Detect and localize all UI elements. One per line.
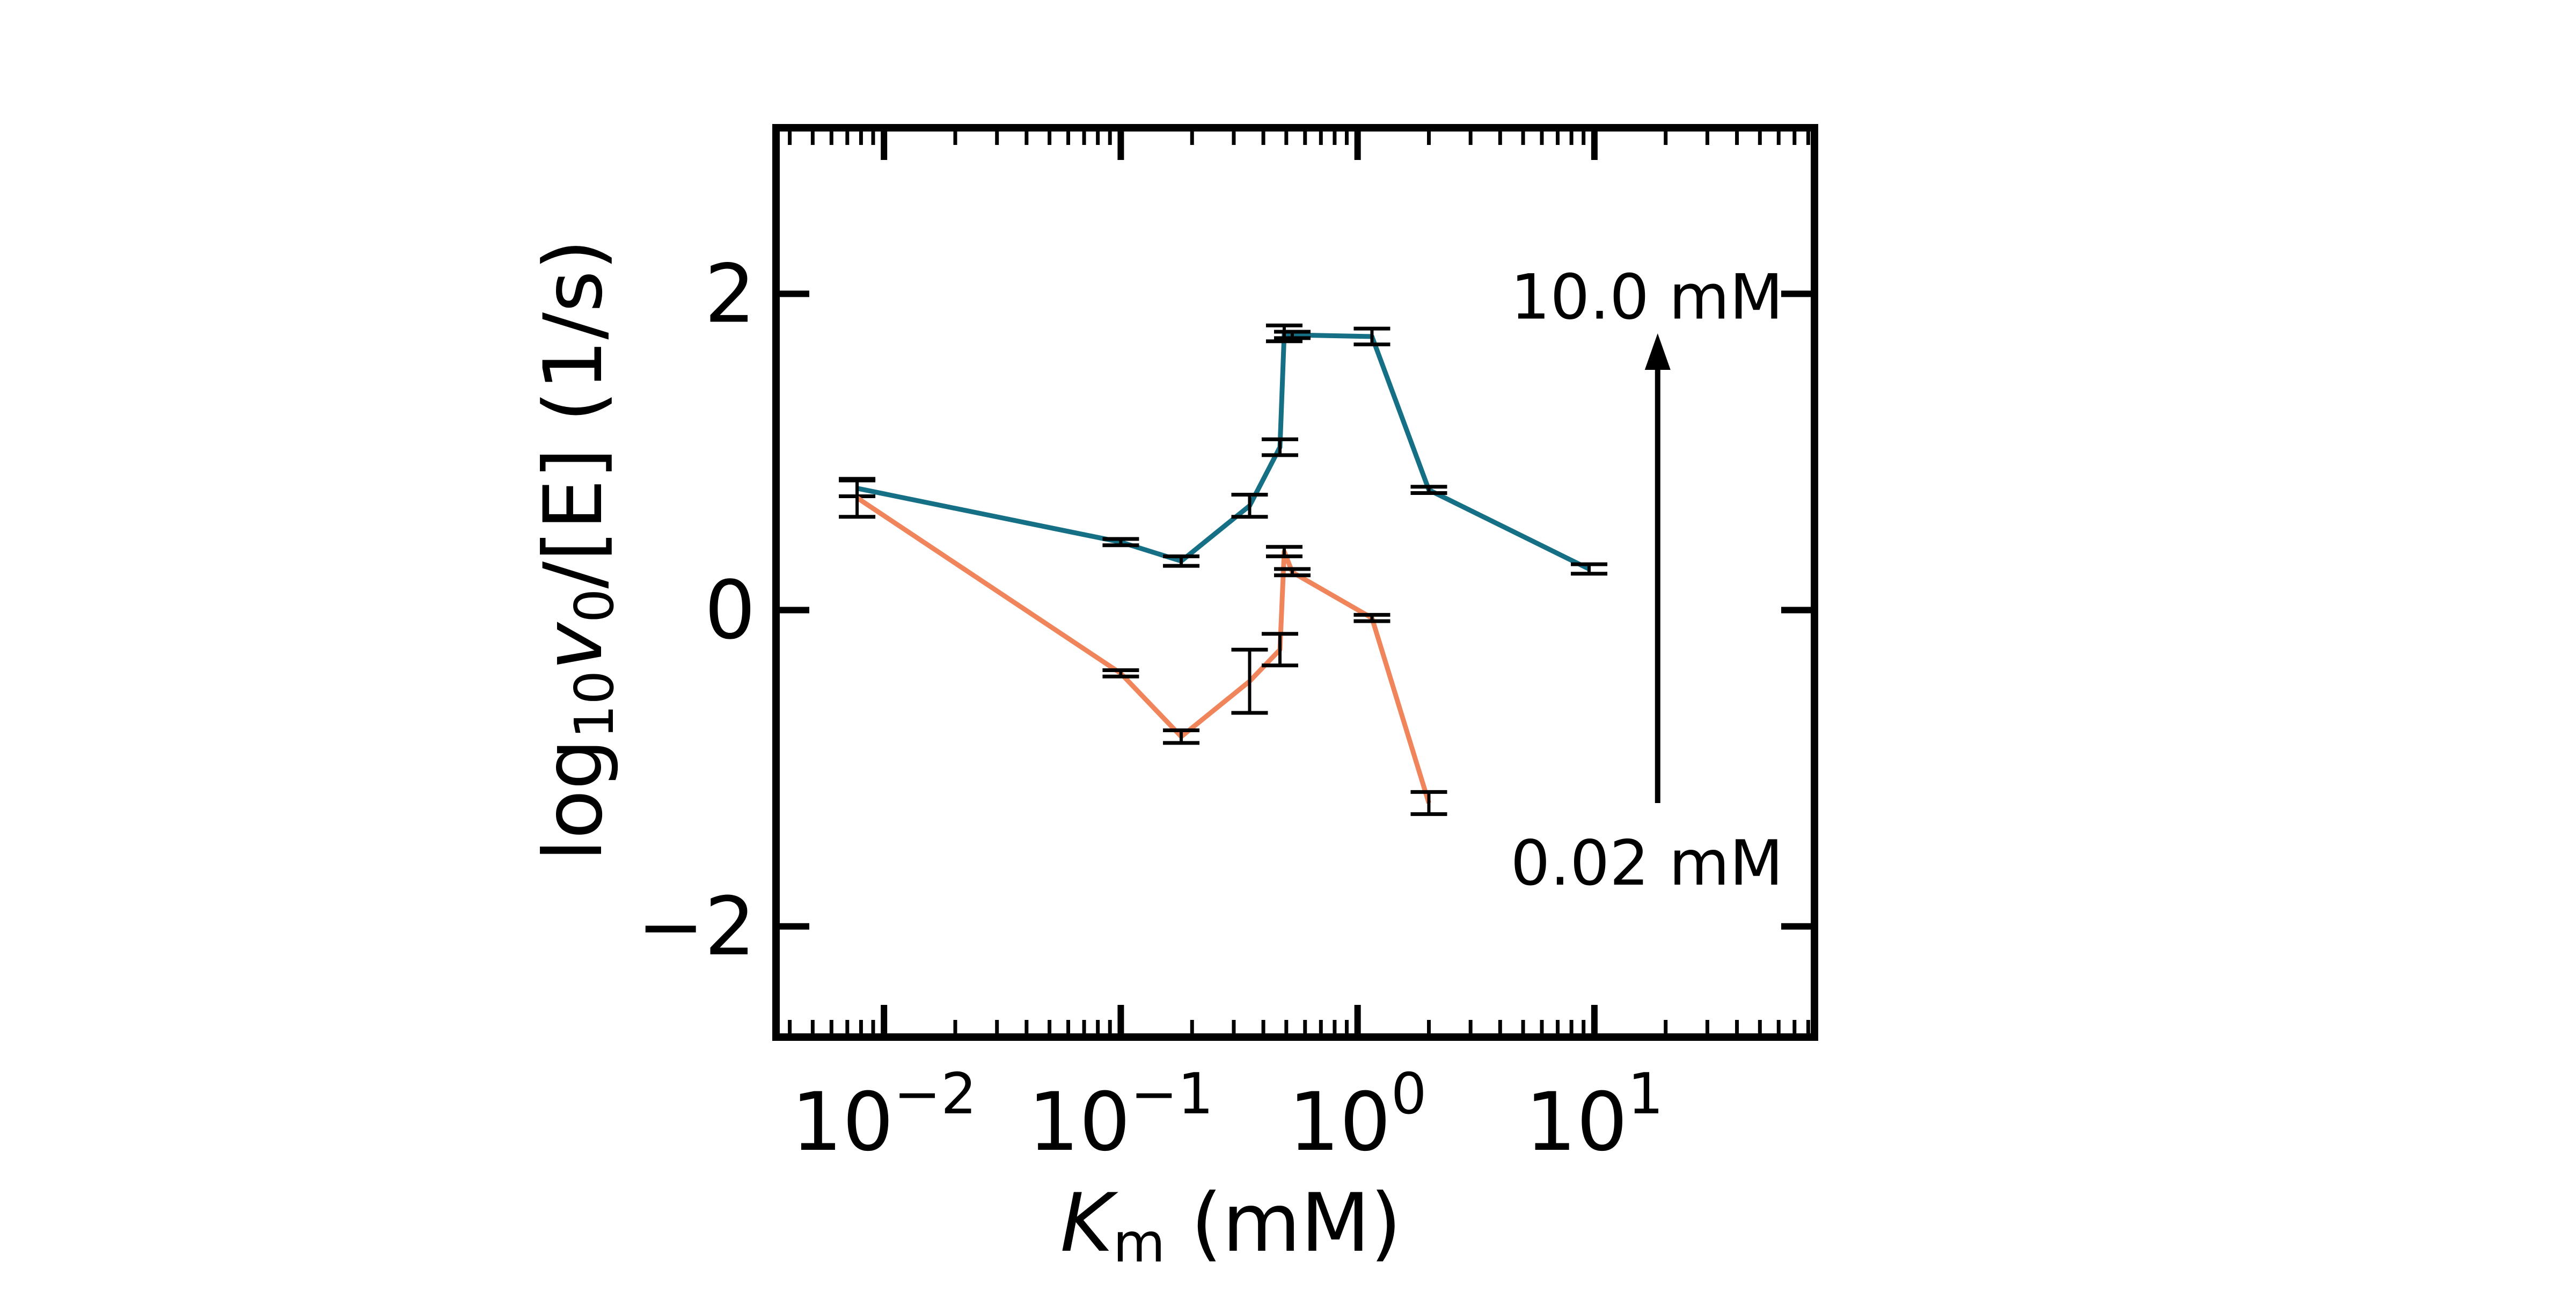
x-axis-label-rest: (mM): [1165, 1177, 1401, 1270]
series-1-error-bar: [1410, 485, 1447, 495]
annotation-bottom-label: 0.02 mM: [1511, 827, 1783, 900]
series-2-error-bar: [1163, 728, 1200, 745]
x-tick-label-exponent: 1: [1628, 1061, 1664, 1127]
y-axis-label-sub2: 0: [563, 588, 626, 623]
x-tick-label-base: 10: [791, 1076, 894, 1169]
x-tick-label-base: 10: [1028, 1076, 1131, 1169]
x-tick-label: 101: [1525, 1061, 1664, 1169]
x-axis-ticks: 10−2 10−1 100 101: [788, 128, 1810, 1169]
series-2-error-bar: [1231, 647, 1268, 715]
y-axis-label: log10v0/[E] (1/s): [527, 239, 626, 862]
series-2-error-bar: [1265, 545, 1302, 558]
plot-frame: [772, 124, 1818, 1041]
annotation-top-label: 10.0 mM: [1511, 261, 1783, 334]
series-1-error-bar: [1274, 330, 1311, 340]
y-axis-ticks: 2 0 −2: [637, 247, 1814, 974]
y-tick-label: 0: [705, 564, 756, 658]
series-2-error-bar: [1102, 668, 1139, 679]
x-tick-label: 100: [1289, 1061, 1427, 1169]
series-1-error-bar: [1571, 562, 1608, 576]
x-axis-label-italic: K: [1060, 1177, 1118, 1270]
series-1-line: [857, 331, 1591, 572]
series-2-error-bar: [1274, 567, 1311, 578]
series-1-error-bar: [1353, 326, 1391, 347]
series-2-error-bar: [1410, 790, 1447, 816]
y-axis-label-italic: v: [527, 622, 620, 670]
series-1-error-bar: [1231, 492, 1268, 519]
x-tick-label-base: 10: [1525, 1076, 1628, 1169]
x-axis-label-sub: m: [1113, 1212, 1165, 1274]
y-tick-label: −2: [637, 880, 756, 974]
x-axis-label: Km (mM): [1060, 1177, 1401, 1274]
y-axis-label-rest: /[E] (1/s): [527, 239, 620, 588]
x-tick-label-base: 10: [1289, 1076, 1391, 1169]
x-tick-label-exponent: −2: [894, 1061, 977, 1127]
annotation-arrow-head: [1644, 333, 1671, 370]
x-tick-label: 10−1: [1028, 1061, 1214, 1169]
series-1-error-bar: [1261, 437, 1298, 457]
annotations: 10.0 mM 0.02 mM: [1511, 261, 1783, 900]
x-tick-label-exponent: −1: [1130, 1061, 1213, 1127]
y-axis-label-sub1: 10: [563, 670, 626, 739]
plot-border: [772, 124, 1818, 1041]
series-2-error-bar: [839, 477, 876, 519]
series-1-error-bar: [1102, 537, 1139, 548]
y-axis-label-pre: log: [527, 739, 620, 862]
plot-marks: [839, 323, 1608, 816]
y-tick-label: 2: [705, 247, 756, 341]
series-2-error-bar: [1353, 612, 1391, 623]
x-tick-label-exponent: 0: [1391, 1061, 1427, 1127]
series-2-error-bar: [1261, 632, 1298, 668]
series-1-error-bar: [1163, 554, 1200, 568]
x-tick-label: 10−2: [791, 1061, 977, 1169]
series-2-line: [855, 495, 1431, 804]
